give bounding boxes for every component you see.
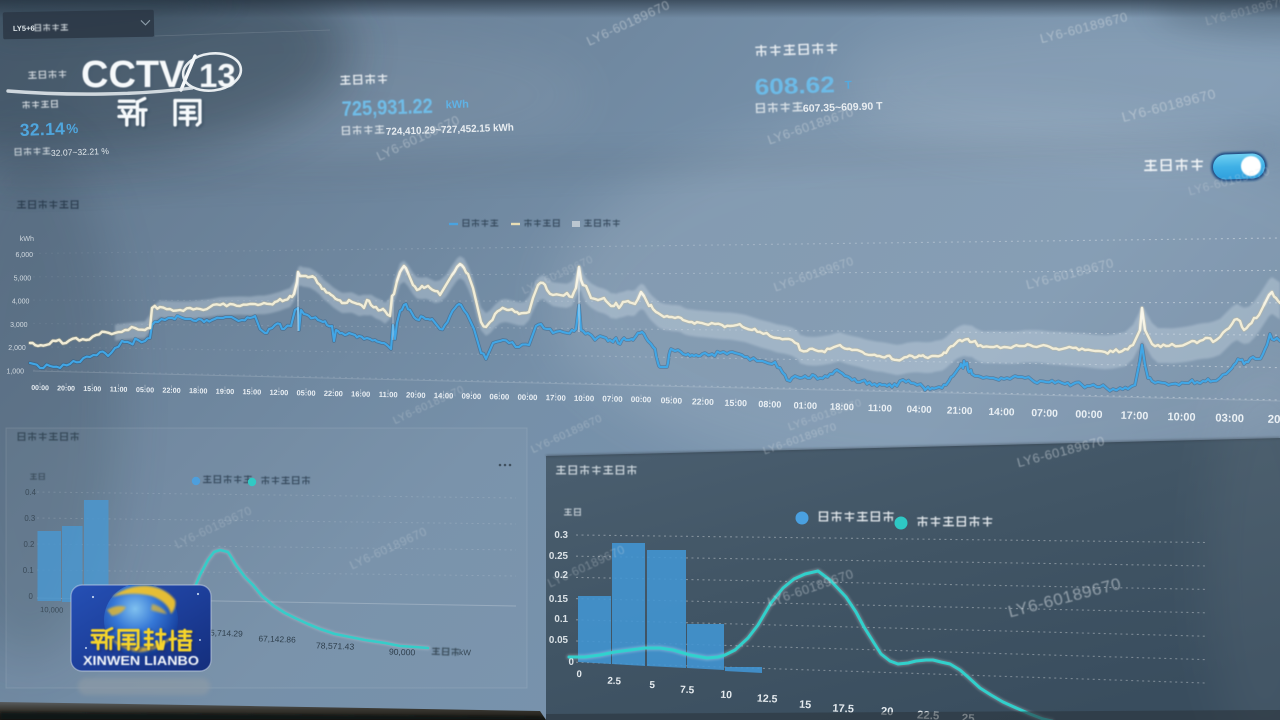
svg-text:0.3: 0.3 <box>554 530 568 541</box>
svg-text:3,000: 3,000 <box>10 322 28 329</box>
svg-text:11:00: 11:00 <box>868 403 892 415</box>
svg-text:00:00: 00:00 <box>631 395 652 405</box>
svg-text:2,000: 2,000 <box>8 345 26 352</box>
svg-text:kW: kW <box>459 648 471 657</box>
svg-text:0.1: 0.1 <box>554 614 568 625</box>
svg-text:21:00: 21:00 <box>947 406 973 418</box>
svg-text:0: 0 <box>569 657 575 668</box>
svg-text:0: 0 <box>576 669 582 680</box>
svg-text:22:00: 22:00 <box>162 387 180 395</box>
svg-text:32.07~32.21 %: 32.07~32.21 % <box>51 146 110 158</box>
svg-text:11:00: 11:00 <box>110 386 128 393</box>
svg-text:15:00: 15:00 <box>83 386 101 393</box>
svg-text:5,000: 5,000 <box>14 275 32 282</box>
svg-text:67,142.86: 67,142.86 <box>258 633 296 644</box>
svg-text:kWh: kWh <box>20 234 34 243</box>
svg-text:14:00: 14:00 <box>434 391 454 401</box>
svg-text:90,000: 90,000 <box>389 647 416 658</box>
svg-text:0.25: 0.25 <box>549 551 569 562</box>
svg-text:10:00: 10:00 <box>574 394 595 404</box>
svg-text:00:00: 00:00 <box>517 393 538 403</box>
svg-text:724,410.29~727,452.15 kWh: 724,410.29~727,452.15 kWh <box>386 123 514 138</box>
svg-text:17.5: 17.5 <box>832 702 854 715</box>
svg-text:5: 5 <box>649 680 656 691</box>
svg-text:15:00: 15:00 <box>724 398 747 409</box>
svg-text:%: % <box>66 121 79 136</box>
svg-text:05:00: 05:00 <box>136 386 154 394</box>
svg-text:10,000: 10,000 <box>40 605 64 615</box>
svg-text:01:00: 01:00 <box>793 400 817 411</box>
svg-text:T: T <box>845 80 852 92</box>
svg-text:0.05: 0.05 <box>549 635 569 646</box>
svg-text:4,000: 4,000 <box>12 299 30 306</box>
svg-text:00:00: 00:00 <box>1075 408 1103 421</box>
svg-text:10: 10 <box>720 690 732 702</box>
svg-text:15: 15 <box>799 699 812 712</box>
svg-text:08:00: 08:00 <box>758 399 781 410</box>
svg-text:07:00: 07:00 <box>602 394 623 404</box>
svg-text:11:00: 11:00 <box>379 390 398 399</box>
svg-text:12.5: 12.5 <box>757 692 778 705</box>
svg-text:14:00: 14:00 <box>988 407 1015 419</box>
svg-text:7.5: 7.5 <box>680 685 695 697</box>
svg-text:00:00: 00:00 <box>31 385 49 392</box>
svg-text:09:00: 09:00 <box>461 392 481 402</box>
svg-text:0.4: 0.4 <box>25 488 37 497</box>
svg-text:kWh: kWh <box>445 99 469 112</box>
svg-text:0.3: 0.3 <box>24 514 35 523</box>
svg-text:0: 0 <box>28 592 33 601</box>
svg-text:725,931.22: 725,931.22 <box>341 94 433 121</box>
svg-text:20:00: 20:00 <box>406 390 426 400</box>
svg-text:18:00: 18:00 <box>189 386 208 395</box>
svg-text:0.2: 0.2 <box>24 540 35 549</box>
svg-text:07:00: 07:00 <box>1031 408 1058 420</box>
svg-text:18:00: 18:00 <box>830 401 854 413</box>
svg-text:13: 13 <box>199 57 236 94</box>
svg-text:17:00: 17:00 <box>1121 410 1149 423</box>
svg-text:04:00: 04:00 <box>906 404 932 416</box>
svg-text:22:00: 22:00 <box>692 396 714 407</box>
svg-text:20:00: 20:00 <box>57 385 75 392</box>
svg-text:17:00: 17:00 <box>546 393 567 403</box>
svg-text:05:00: 05:00 <box>661 395 683 406</box>
svg-text:15:00: 15:00 <box>242 387 261 396</box>
svg-text:55,714.29: 55,714.29 <box>205 627 243 638</box>
svg-text:LY5+6: LY5+6 <box>13 24 35 33</box>
svg-text:05:00: 05:00 <box>296 388 315 397</box>
svg-text:78,571.43: 78,571.43 <box>316 640 355 651</box>
svg-text:12:00: 12:00 <box>269 388 288 397</box>
svg-text:32.14: 32.14 <box>19 118 65 140</box>
svg-text:6,000: 6,000 <box>15 252 33 259</box>
svg-text:06:00: 06:00 <box>489 392 509 402</box>
svg-text:10:00: 10:00 <box>1167 411 1195 424</box>
svg-text:0.15: 0.15 <box>549 594 569 605</box>
svg-text:16:00: 16:00 <box>351 389 370 398</box>
svg-text:19:00: 19:00 <box>216 387 235 396</box>
svg-text:22:00: 22:00 <box>324 389 343 398</box>
svg-text:XINWEN LIANBO: XINWEN LIANBO <box>83 653 199 668</box>
svg-text:1,000: 1,000 <box>6 369 24 376</box>
svg-text:608.62: 608.62 <box>754 71 835 100</box>
svg-text:0.2: 0.2 <box>554 570 568 581</box>
svg-text:CCTV: CCTV <box>81 54 185 96</box>
svg-text:0.1: 0.1 <box>23 566 34 575</box>
svg-text:2.5: 2.5 <box>607 676 622 688</box>
svg-text:607.35~609.90 T: 607.35~609.90 T <box>803 100 884 115</box>
